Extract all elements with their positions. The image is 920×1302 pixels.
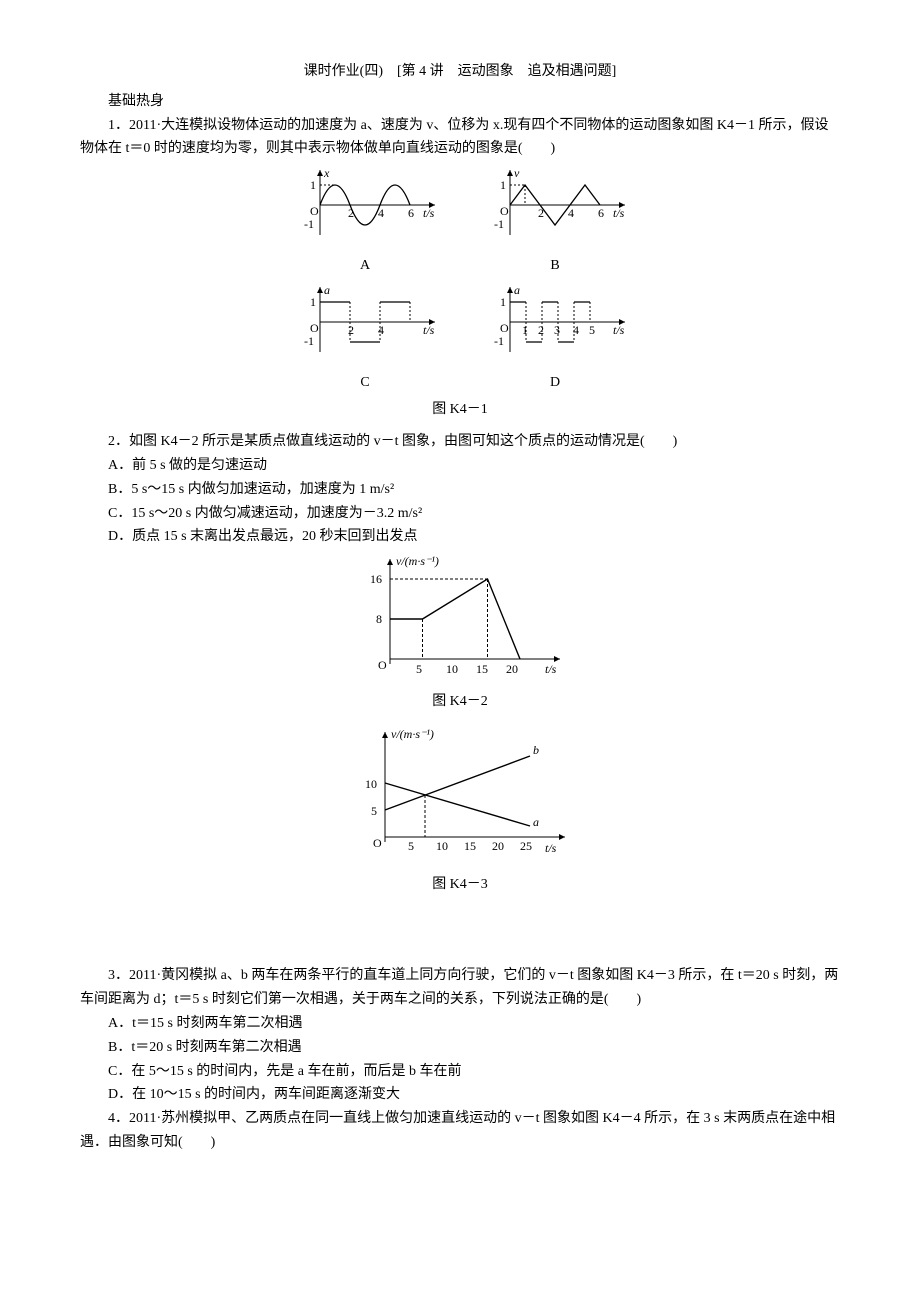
xtick-4: 20: [492, 839, 504, 853]
q1-label-b: B: [480, 254, 630, 278]
xtick-3: 6: [598, 206, 604, 220]
xtick-2: 10: [436, 839, 448, 853]
q1-fig-c: a t/s O 1 -1 2 4: [290, 282, 440, 362]
xtick-3: 15: [476, 662, 488, 676]
q3-option-c: C．在 5～15 s 的时间内，先是 a 车在前，而后是 b 车在前: [80, 1060, 840, 1084]
q1-fig-a: x t/s O 1 -1 2 4 6: [290, 165, 440, 245]
ytick-2: -1: [304, 217, 314, 231]
spacer: [80, 904, 840, 964]
xtick-5: 5: [589, 323, 595, 337]
xtick-3: 15: [464, 839, 476, 853]
q2-option-d: D．质点 15 s 末离出发点最远，20 秒末回到出发点: [80, 525, 840, 549]
y-label: v/(m·s⁻¹): [391, 727, 434, 741]
origin: O: [378, 658, 387, 672]
xtick-2: 4: [568, 206, 574, 220]
q2-stem: 2．如图 K4－2 所示是某质点做直线运动的 v－t 图象，由图可知这个质点的运…: [80, 430, 840, 454]
q3-option-b: B．t＝20 s 时刻两车第二次相遇: [80, 1036, 840, 1060]
xtick-1: 5: [416, 662, 422, 676]
label-a: a: [533, 815, 539, 829]
ytick-2: 10: [365, 777, 377, 791]
q1-fig-b: v t/s O 1 -1 2 4 6: [480, 165, 630, 245]
origin: O: [500, 204, 509, 218]
q1-label-c: C: [290, 371, 440, 395]
origin: O: [310, 204, 319, 218]
ytick-1: 1: [310, 295, 316, 309]
y-label: v: [514, 166, 520, 180]
xtick-1: 5: [408, 839, 414, 853]
x-label: t/s: [423, 323, 435, 337]
x-label: t/s: [545, 662, 557, 676]
q1-label-a: A: [290, 254, 440, 278]
y-label: x: [323, 166, 330, 180]
q1-stem: 1．2011·大连模拟设物体运动的加速度为 a、速度为 v、位移为 x.现有四个…: [80, 114, 840, 162]
page-title: 课时作业(四) [第 4 讲 运动图象 追及相遇问题]: [80, 60, 840, 84]
ytick-2: -1: [304, 334, 314, 348]
q1-figures-row1: x t/s O 1 -1 2 4 6 A v t/s O 1 -1 2: [80, 165, 840, 278]
origin: O: [310, 321, 319, 335]
q3-stem: 3．2011·黄冈模拟 a、b 两车在两条平行的直车道上同方向行驶，它们的 v－…: [80, 964, 840, 1012]
ytick-1: 1: [310, 178, 316, 192]
q2-option-a: A．前 5 s 做的是匀速运动: [80, 454, 840, 478]
x-label: t/s: [423, 206, 435, 220]
xtick-2: 4: [378, 323, 384, 337]
q1-fig-d: a t/s O 1 -1 1 2 3 4 5: [480, 282, 630, 362]
q1-figures-row2: a t/s O 1 -1 2 4 C a t/s O 1 -1 1: [80, 282, 840, 395]
q3-figure: v/(m·s⁻¹) t/s O 5 10 5 10 15 20 25 a b: [345, 722, 575, 862]
section-heading: 基础热身: [80, 90, 840, 114]
xtick-2: 2: [538, 323, 544, 337]
x-label: t/s: [613, 323, 625, 337]
ytick-1: 1: [500, 178, 506, 192]
q4-stem: 4．2011·苏州模拟甲、乙两质点在同一直线上做匀加速直线运动的 v－t 图象如…: [80, 1107, 840, 1155]
y-label: a: [514, 283, 520, 297]
ytick-1: 5: [371, 804, 377, 818]
ytick-2: -1: [494, 334, 504, 348]
xtick-4: 20: [506, 662, 518, 676]
q3-option-a: A．t＝15 s 时刻两车第二次相遇: [80, 1012, 840, 1036]
y-label: v/(m·s⁻¹): [396, 554, 439, 568]
ytick-2: -1: [494, 217, 504, 231]
q1-label-d: D: [480, 371, 630, 395]
xtick-1: 1: [522, 323, 528, 337]
xtick-1: 2: [348, 323, 354, 337]
q2-fig-caption: 图 K4－2: [80, 690, 840, 714]
q2-option-b: B．5 s～15 s 内做匀加速运动，加速度为 1 m/s²: [80, 478, 840, 502]
xtick-2: 10: [446, 662, 458, 676]
y-label: a: [324, 283, 330, 297]
ytick-1: 8: [376, 612, 382, 626]
xtick-3: 6: [408, 206, 414, 220]
q2-option-c: C．15 s～20 s 内做匀减速运动，加速度为－3.2 m/s²: [80, 502, 840, 526]
ytick-2: 16: [370, 572, 382, 586]
q3-option-d: D．在 10～15 s 的时间内，两车间距离逐渐变大: [80, 1083, 840, 1107]
label-b: b: [533, 743, 539, 757]
q2-figure: v/(m·s⁻¹) t/s O 8 16 5 10 15 20: [350, 549, 570, 679]
xtick-3: 3: [554, 323, 560, 337]
xtick-5: 25: [520, 839, 532, 853]
origin: O: [500, 321, 509, 335]
origin: O: [373, 836, 382, 850]
x-label: t/s: [613, 206, 625, 220]
q3-fig-caption: 图 K4－3: [80, 873, 840, 897]
q1-fig-caption: 图 K4－1: [80, 398, 840, 422]
ytick-1: 1: [500, 295, 506, 309]
x-label: t/s: [545, 841, 557, 855]
